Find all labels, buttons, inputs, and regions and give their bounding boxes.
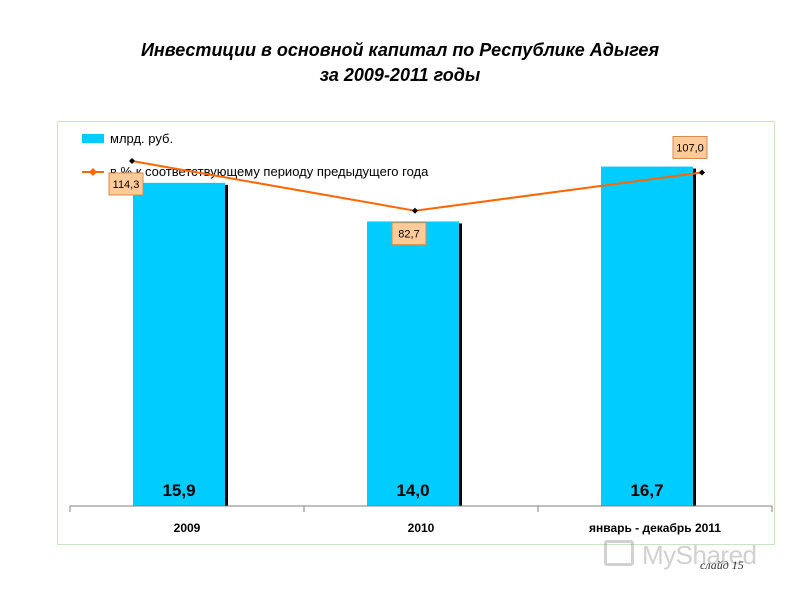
line-value-label-2: 107,0 — [676, 142, 704, 154]
watermark-logo: MyShared — [604, 536, 757, 576]
bar-2 — [601, 166, 693, 506]
bar-value-label-1: 14,0 — [396, 481, 429, 500]
legend-bar-label: млрд. руб. — [110, 131, 173, 146]
chart-title-line-1: Инвестиции в основной капитал по Республ… — [140, 40, 660, 60]
bar-value-label-2: 16,7 — [630, 481, 663, 500]
bar-1 — [367, 221, 459, 506]
monitor-icon — [604, 540, 634, 566]
line-label-box-1 — [391, 222, 427, 246]
chart-legend: млрд. руб. в % к соответствующему периоду… — [82, 131, 429, 179]
x-axis: 2009 2010 январь - декабрь 2011 — [69, 505, 773, 535]
x-tick-label-1: 2010 — [408, 521, 435, 535]
line-series: 114,3 82,7 107,0 — [108, 135, 708, 246]
line-value-label-1: 82,7 — [398, 229, 419, 241]
bar-series: 15,9 14,0 16,7 — [133, 166, 696, 506]
bar-0 — [133, 182, 225, 506]
legend-line-label: в % к соответствующему периоду предыдуще… — [110, 164, 429, 179]
chart-title-line-2: за 2009-2011 годы — [319, 65, 481, 85]
chart-frame — [57, 121, 775, 545]
line-label-box-0 — [108, 172, 144, 196]
watermark-text: MyShared — [642, 540, 757, 570]
line-label-box-2 — [672, 135, 708, 159]
legend-bar-swatch — [82, 134, 104, 143]
chart-title: Инвестиции в основной капитал по Республ… — [0, 38, 800, 88]
line-point-0 — [129, 157, 135, 164]
bar-value-label-0: 15,9 — [162, 481, 195, 500]
line-value-label-0: 114,3 — [113, 179, 140, 191]
slide-number: слайд 15 — [700, 558, 744, 572]
x-tick-label-2: январь - декабрь 2011 — [589, 521, 721, 535]
line-point-2 — [699, 169, 705, 176]
legend-line-marker — [89, 168, 97, 176]
x-tick-label-0: 2009 — [174, 521, 201, 535]
line-point-1 — [412, 207, 418, 214]
